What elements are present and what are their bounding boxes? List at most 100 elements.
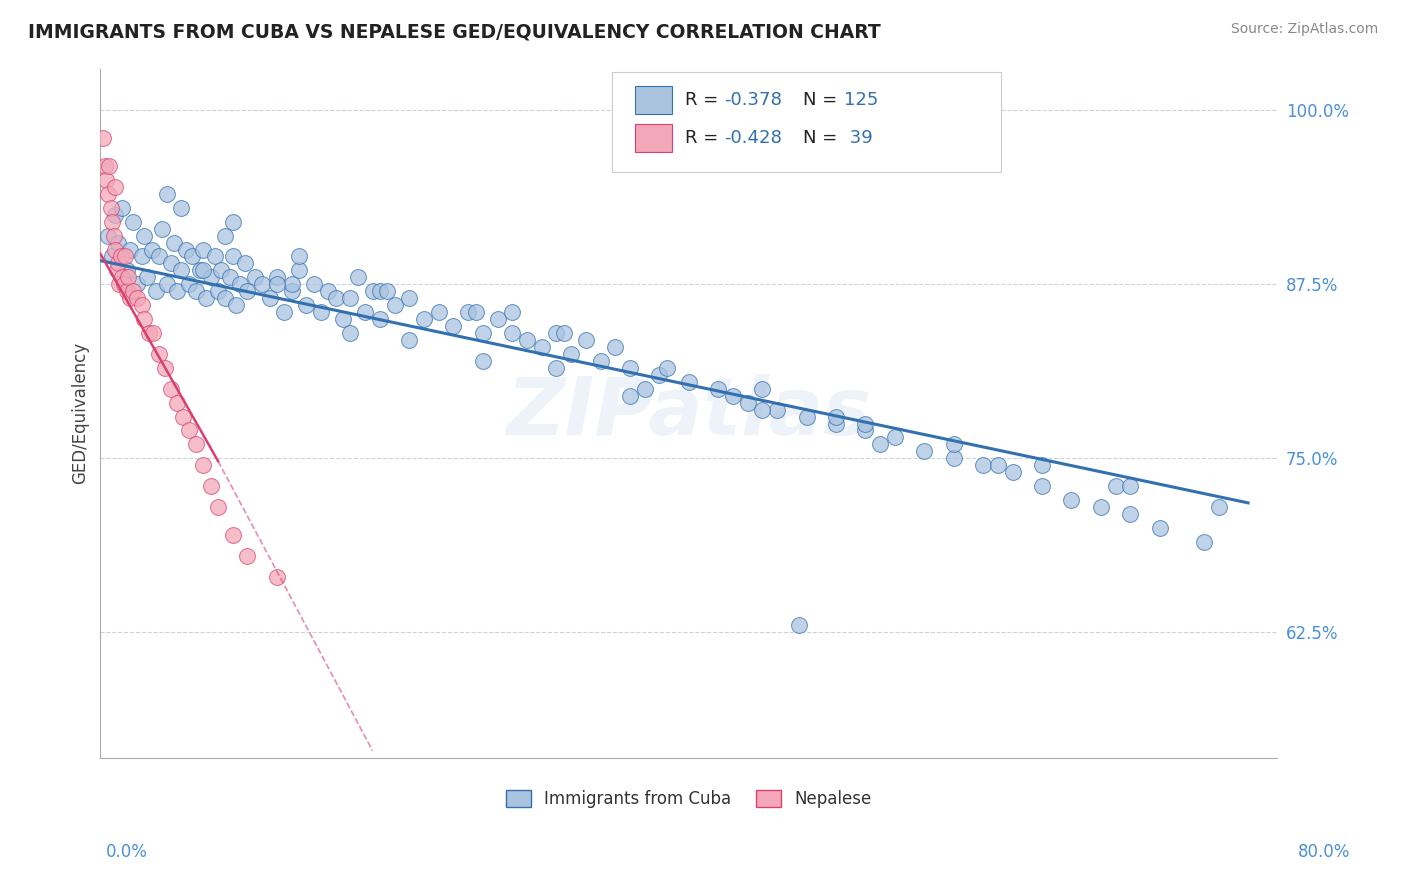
Point xyxy=(141,243,163,257)
Point xyxy=(222,528,245,542)
Point xyxy=(193,263,215,277)
Point xyxy=(1001,465,1024,479)
Point xyxy=(501,305,523,319)
Point xyxy=(222,214,245,228)
Point xyxy=(214,291,236,305)
Point xyxy=(766,402,789,417)
Text: R =: R = xyxy=(685,129,724,147)
Point xyxy=(516,333,538,347)
Point xyxy=(972,458,994,473)
Point xyxy=(112,277,135,292)
Point xyxy=(1208,500,1230,514)
Point xyxy=(121,285,143,299)
Point xyxy=(318,285,340,299)
Point xyxy=(195,291,218,305)
Point xyxy=(347,270,370,285)
Point xyxy=(464,305,486,319)
Y-axis label: GED/Equivalency: GED/Equivalency xyxy=(72,342,89,484)
Point xyxy=(166,285,188,299)
Point xyxy=(236,549,259,563)
Point xyxy=(134,312,156,326)
FancyBboxPatch shape xyxy=(613,72,1001,172)
Point xyxy=(443,319,465,334)
Point xyxy=(160,382,183,396)
Point xyxy=(619,360,641,375)
Point xyxy=(605,340,627,354)
Point xyxy=(288,263,311,277)
Point xyxy=(546,360,568,375)
Point xyxy=(912,444,935,458)
Legend: Immigrants from Cuba, Nepalese: Immigrants from Cuba, Nepalese xyxy=(499,783,879,814)
Point xyxy=(375,285,398,299)
Point xyxy=(115,263,138,277)
Point xyxy=(266,270,288,285)
Point xyxy=(398,291,420,305)
Point xyxy=(163,235,186,250)
Point xyxy=(101,214,124,228)
Text: 0.0%: 0.0% xyxy=(105,843,148,861)
Point xyxy=(751,382,773,396)
FancyBboxPatch shape xyxy=(634,87,672,114)
Point xyxy=(218,270,240,285)
Point xyxy=(368,285,391,299)
Point xyxy=(134,228,156,243)
Point xyxy=(721,389,744,403)
Point xyxy=(121,214,143,228)
Point xyxy=(98,159,121,173)
Point xyxy=(368,312,391,326)
Point xyxy=(177,277,200,292)
Point xyxy=(160,256,183,270)
Point xyxy=(107,235,129,250)
Point xyxy=(1149,521,1171,535)
Point xyxy=(560,347,582,361)
Text: 39: 39 xyxy=(844,129,873,147)
Point xyxy=(471,354,494,368)
Point xyxy=(280,285,302,299)
Text: 125: 125 xyxy=(844,91,879,109)
Point xyxy=(209,263,232,277)
Point xyxy=(236,285,259,299)
Point xyxy=(787,618,810,632)
Point xyxy=(855,417,877,431)
Point xyxy=(1060,493,1083,508)
Point xyxy=(1031,479,1053,493)
Point xyxy=(117,270,139,285)
Point xyxy=(148,347,170,361)
Point xyxy=(825,409,848,424)
Point xyxy=(107,256,129,270)
Point xyxy=(114,250,136,264)
Point xyxy=(111,270,134,285)
Point xyxy=(155,277,177,292)
Point xyxy=(457,305,479,319)
Point xyxy=(193,243,215,257)
Point xyxy=(153,360,176,375)
Point xyxy=(751,402,773,417)
Text: R =: R = xyxy=(685,91,724,109)
Point xyxy=(530,340,553,354)
Point xyxy=(207,500,229,514)
Point xyxy=(170,263,193,277)
Point xyxy=(103,228,125,243)
Point xyxy=(796,409,818,424)
Point xyxy=(501,326,523,340)
Point xyxy=(118,291,141,305)
Point xyxy=(193,458,215,473)
Point xyxy=(131,298,153,312)
Point xyxy=(138,326,160,340)
Point xyxy=(177,424,200,438)
Point xyxy=(825,417,848,431)
Point xyxy=(309,305,332,319)
Point xyxy=(91,131,114,145)
Point xyxy=(288,250,311,264)
Point xyxy=(295,298,318,312)
Point xyxy=(225,298,247,312)
Point xyxy=(942,437,965,451)
Point xyxy=(200,270,222,285)
Point xyxy=(1192,534,1215,549)
Point xyxy=(1104,479,1126,493)
FancyBboxPatch shape xyxy=(634,124,672,152)
Point xyxy=(589,354,612,368)
Point xyxy=(883,430,905,444)
Point xyxy=(110,250,132,264)
Text: ZIPatlas: ZIPatlas xyxy=(506,374,872,452)
